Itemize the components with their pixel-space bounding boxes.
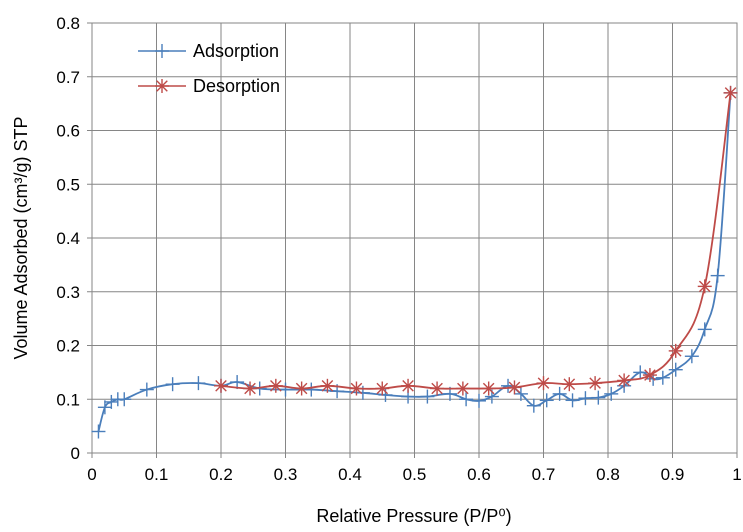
desorption-point <box>214 378 228 393</box>
desorption-point <box>642 368 657 383</box>
legend: Adsorption Desorption <box>138 41 280 96</box>
desorption-point <box>588 376 603 391</box>
adsorption-point <box>459 392 474 407</box>
y-axis-label: Volume Adsorbed (cm³/g) STP <box>11 116 31 359</box>
adsorption-point <box>697 322 712 337</box>
x-tick-label: 0.6 <box>467 465 491 484</box>
adsorption-point <box>304 382 319 397</box>
adsorption-point <box>91 424 106 439</box>
x-tick-label: 0.7 <box>532 465 556 484</box>
desorption-point <box>536 376 551 391</box>
y-axis-ticks: 0 0.1 0.2 0.3 0.4 0.5 0.6 0.7 0.8 <box>56 14 92 463</box>
desorption-point <box>375 381 390 396</box>
adsorption-point <box>278 382 293 397</box>
desorption-point <box>268 378 283 393</box>
desorption-point <box>562 377 577 392</box>
x-tick-label: 0.1 <box>145 465 169 484</box>
x-tick-label: 0 <box>87 465 96 484</box>
adsorption-point <box>97 400 112 415</box>
legend-marker-symbol-adsorption <box>155 44 169 58</box>
adsorption-point <box>710 268 725 283</box>
y-tick-label: 0.8 <box>56 14 80 33</box>
desorption-point <box>243 381 258 396</box>
adsorption-point <box>552 386 567 401</box>
desorption-point <box>349 381 364 396</box>
adsorption-point <box>420 389 435 404</box>
adsorption-point <box>604 386 619 401</box>
desorption-point <box>668 343 683 358</box>
legend-marker-desorption <box>155 79 169 93</box>
adsorption-point <box>472 393 486 408</box>
y-tick-label: 0.7 <box>56 68 80 87</box>
legend-marker-adsorption <box>155 44 169 58</box>
desorption-point <box>481 381 496 396</box>
series-layer <box>91 85 738 439</box>
desorption-point <box>507 380 522 395</box>
adsorption-point <box>668 362 683 377</box>
adsorption-point <box>578 391 593 406</box>
y-tick-label: 0.2 <box>56 337 80 356</box>
adsorption-point <box>117 392 132 407</box>
desorption-point <box>401 378 416 393</box>
adsorption-point <box>513 386 528 401</box>
legend-item-adsorption: Adsorption <box>138 41 279 61</box>
adsorption-point <box>633 365 648 380</box>
desorption-point <box>617 373 632 388</box>
y-tick-label: 0.4 <box>56 229 80 248</box>
adsorption-point <box>684 349 699 364</box>
x-tick-label: 0.2 <box>209 465 233 484</box>
desorption-point <box>430 381 445 396</box>
legend-label-adsorption: Adsorption <box>193 41 279 61</box>
desorption-point <box>723 85 738 100</box>
x-tick-label: 0.8 <box>596 465 620 484</box>
adsorption-point <box>655 370 670 385</box>
x-axis-label: Relative Pressure (P/P⁰) <box>316 506 511 526</box>
y-tick-label: 0.6 <box>56 122 80 141</box>
legend-item-desorption: Desorption <box>138 76 280 96</box>
adsorption-point <box>139 382 154 397</box>
adsorption-point <box>378 387 393 402</box>
x-tick-label: 1 <box>732 465 741 484</box>
adsorption-point <box>565 393 580 408</box>
adsorption-point <box>104 394 119 409</box>
y-tick-label: 0.3 <box>56 283 80 302</box>
adsorption-point <box>165 377 180 392</box>
adsorption-point <box>230 375 245 390</box>
adsorption-point <box>191 376 206 391</box>
x-tick-label: 0.3 <box>274 465 298 484</box>
x-tick-label: 0.4 <box>338 465 362 484</box>
x-axis-ticks: 0 0.1 0.2 0.3 0.4 0.5 0.6 0.7 0.8 0.9 1 <box>87 453 742 484</box>
legend-marker-symbol-desorption <box>155 79 169 93</box>
y-tick-label: 0.1 <box>56 390 80 409</box>
desorption-point <box>294 381 309 396</box>
desorption-point <box>697 279 712 294</box>
y-tick-label: 0.5 <box>56 175 80 194</box>
x-tick-label: 0.5 <box>403 465 427 484</box>
legend-label-desorption: Desorption <box>193 76 280 96</box>
desorption-point <box>320 378 335 393</box>
adsorption-point <box>591 390 606 405</box>
y-tick-label: 0 <box>71 444 80 463</box>
x-tick-label: 0.9 <box>661 465 685 484</box>
desorption-point <box>455 381 470 396</box>
series-desorption <box>214 85 738 396</box>
adsorption-point <box>539 393 554 408</box>
adsorption-point <box>526 398 541 413</box>
